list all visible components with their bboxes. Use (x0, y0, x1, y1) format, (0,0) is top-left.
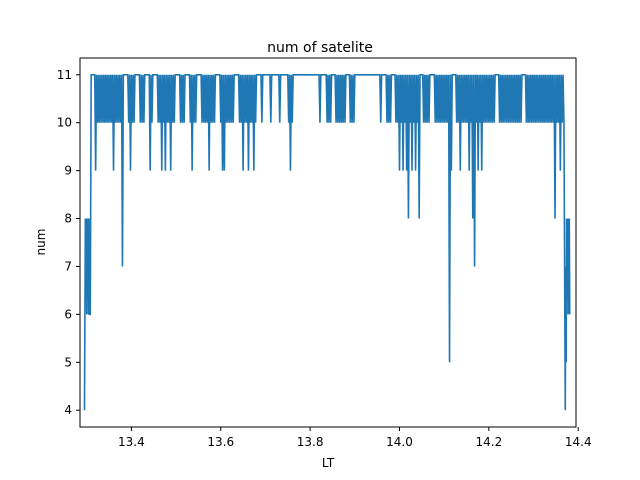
series-line-0 (83, 73, 571, 411)
x-tick-label: 13.6 (207, 435, 234, 449)
chart-title: num of satelite (267, 40, 373, 56)
x-tick-label: 13.4 (118, 435, 145, 449)
plot-frame (79, 57, 577, 428)
x-tick-label: 14.4 (565, 435, 592, 449)
y-tick-label: 10 (57, 116, 72, 130)
y-tick-label: 8 (64, 212, 72, 226)
x-axis-label: LT (322, 456, 335, 470)
x-tick-label: 13.8 (297, 435, 324, 449)
y-tick-label: 9 (64, 164, 72, 178)
y-tick-label: 7 (64, 259, 72, 273)
y-tick-label: 11 (57, 68, 72, 82)
x-tick-label: 14.2 (476, 435, 503, 449)
y-axis-ticks: 4 5 6 7 8 9 10 11 (57, 68, 80, 417)
y-tick-label: 5 (64, 355, 72, 369)
x-axis-ticks: 13.4 13.6 13.8 14.0 14.2 14.4 (118, 427, 592, 449)
y-tick-label: 6 (64, 307, 72, 321)
plot-area (83, 73, 571, 411)
y-tick-label: 4 (64, 403, 72, 417)
y-axis-label: num (34, 229, 48, 256)
x-tick-label: 14.0 (386, 435, 413, 449)
